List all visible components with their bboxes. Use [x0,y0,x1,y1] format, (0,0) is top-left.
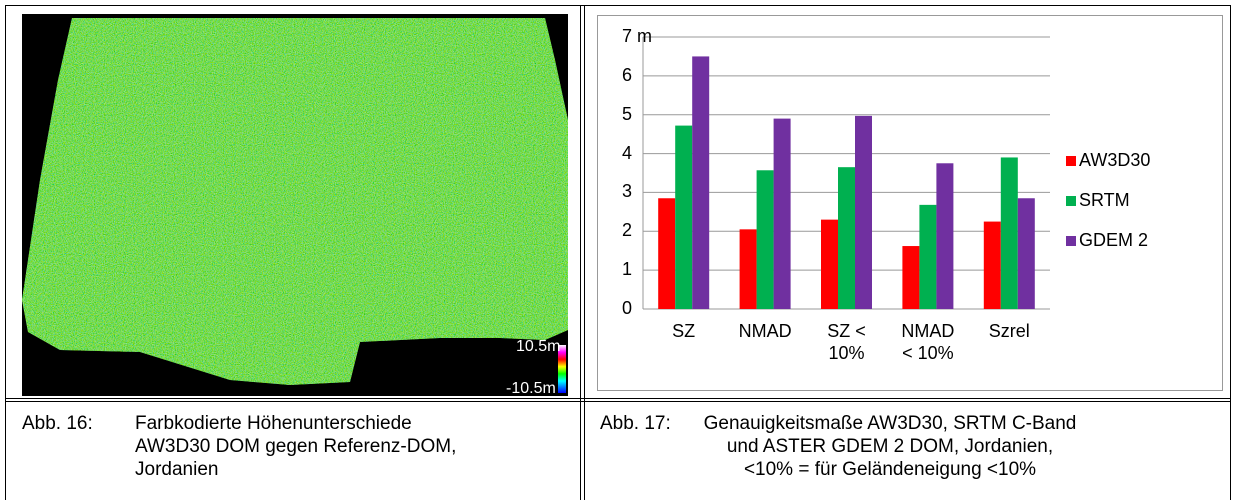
y-tick-label: 2 [622,220,633,241]
bar [773,118,791,309]
bar [739,229,757,309]
bar [1000,157,1018,309]
x-tick-label: NMAD [738,321,792,341]
x-tick-label: NMAD < 10% [901,321,955,363]
legend-label: AW3D30 [1079,150,1151,170]
legend-swatch [1066,196,1076,206]
bar [855,115,872,309]
bar [821,219,838,309]
legend-label: GDEM 2 [1079,230,1149,250]
bar [756,170,774,309]
y-tick-label: 1 [622,259,633,280]
caption-text: Farbkodierte Höhenunterschiede AW3D30 DO… [135,413,457,480]
bar [919,204,937,309]
bar [902,246,920,309]
x-tick-label: SZ [672,321,696,341]
caption-label: Abb. 16: [22,413,93,434]
y-tick-label: 0 [622,298,633,318]
legend-label: SRTM [1079,190,1130,210]
legend-swatch [1066,156,1076,166]
bar [675,125,693,309]
bar [692,56,710,309]
y-tick-label: 5 [622,103,633,124]
x-tick-label: Szrel [988,321,1030,341]
bar [838,167,855,309]
bar [1017,198,1035,309]
legend-min: -10.5m [506,380,556,397]
y-tick-label: 3 [622,181,633,202]
legend-swatch [1066,236,1076,246]
map-texture [22,18,568,385]
y-tick-label: 7 m [622,26,653,46]
x-tick-label: SZ < 10% [827,321,866,363]
chart [642,36,1076,310]
color-bar [558,345,566,393]
y-tick-label: 6 [622,64,633,85]
bar [658,198,676,309]
legend-max: 10.5m [516,338,561,355]
bar [936,163,954,309]
bar [983,221,1001,309]
caption-text: Genauigkeitsmaße AW3D30, SRTM C-Band und… [703,413,1077,480]
table-border [5,5,1231,500]
caption-label: Abb. 17: [600,413,671,434]
y-tick-label: 4 [622,142,633,163]
